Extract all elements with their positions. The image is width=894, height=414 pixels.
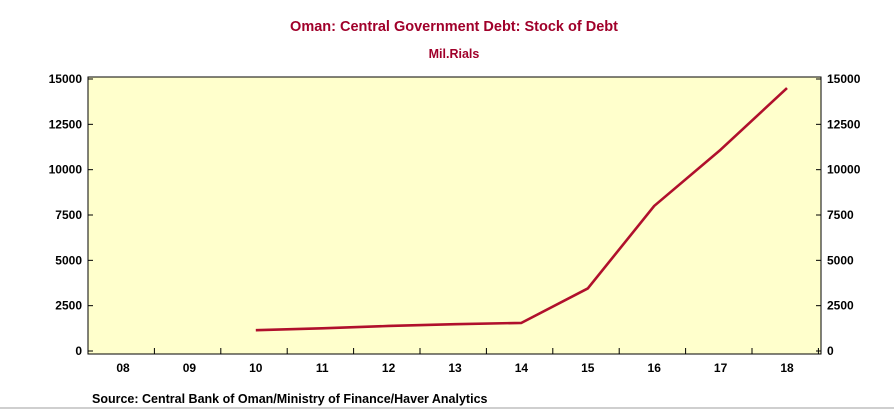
x-tick-label: 16 xyxy=(648,361,662,375)
x-tick-label: 17 xyxy=(714,361,728,375)
x-tick-label: 10 xyxy=(249,361,263,375)
series-line xyxy=(255,87,788,332)
x-tick-label: 12 xyxy=(382,361,396,375)
y-tick-label-right: 7500 xyxy=(827,208,854,222)
y-tick-label-right: 0 xyxy=(827,344,834,358)
x-tick-label: 15 xyxy=(581,361,595,375)
x-tick-label: 11 xyxy=(316,361,329,375)
y-tick-label-right: 2500 xyxy=(827,299,854,313)
y-axis-right: 0 2500 5000 7500 10000 12500 15000 xyxy=(816,72,861,358)
y-tick-label-right: 5000 xyxy=(827,253,854,267)
y-tick-label-right: 12500 xyxy=(827,117,861,131)
x-tick-label: 08 xyxy=(116,361,130,375)
y-tick-label-left: 15000 xyxy=(49,72,83,86)
y-tick-label-left: 5000 xyxy=(55,253,82,267)
x-tick-label: 13 xyxy=(448,361,462,375)
x-axis: 08 09 10 11 12 13 14 15 16 17 18 xyxy=(116,348,819,375)
source-note: Source: Central Bank of Oman/Ministry of… xyxy=(92,392,488,406)
y-tick-label-left: 2500 xyxy=(55,299,82,313)
series-layer xyxy=(255,87,788,332)
y-tick-label-right: 15000 xyxy=(827,72,861,86)
y-tick-label-left: 0 xyxy=(75,344,82,358)
y-axis-left: 0 2500 5000 7500 10000 12500 15000 xyxy=(49,72,93,358)
x-tick-label: 18 xyxy=(780,361,794,375)
chart-subtitle: Mil.Rials xyxy=(429,47,480,61)
y-tick-label-left: 12500 xyxy=(49,117,83,131)
x-tick-label: 09 xyxy=(183,361,197,375)
x-tick-label: 14 xyxy=(515,361,529,375)
chart-title: Oman: Central Government Debt: Stock of … xyxy=(290,19,618,35)
y-tick-label-left: 7500 xyxy=(55,208,82,222)
plot-area xyxy=(87,76,822,355)
y-tick-label-right: 10000 xyxy=(827,163,861,177)
y-tick-label-left: 10000 xyxy=(49,163,83,177)
